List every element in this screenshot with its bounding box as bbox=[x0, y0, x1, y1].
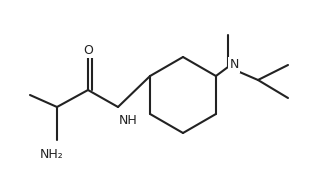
Text: NH₂: NH₂ bbox=[40, 148, 64, 161]
Text: NH: NH bbox=[119, 113, 137, 126]
Text: O: O bbox=[83, 44, 93, 57]
Text: N: N bbox=[229, 58, 239, 72]
